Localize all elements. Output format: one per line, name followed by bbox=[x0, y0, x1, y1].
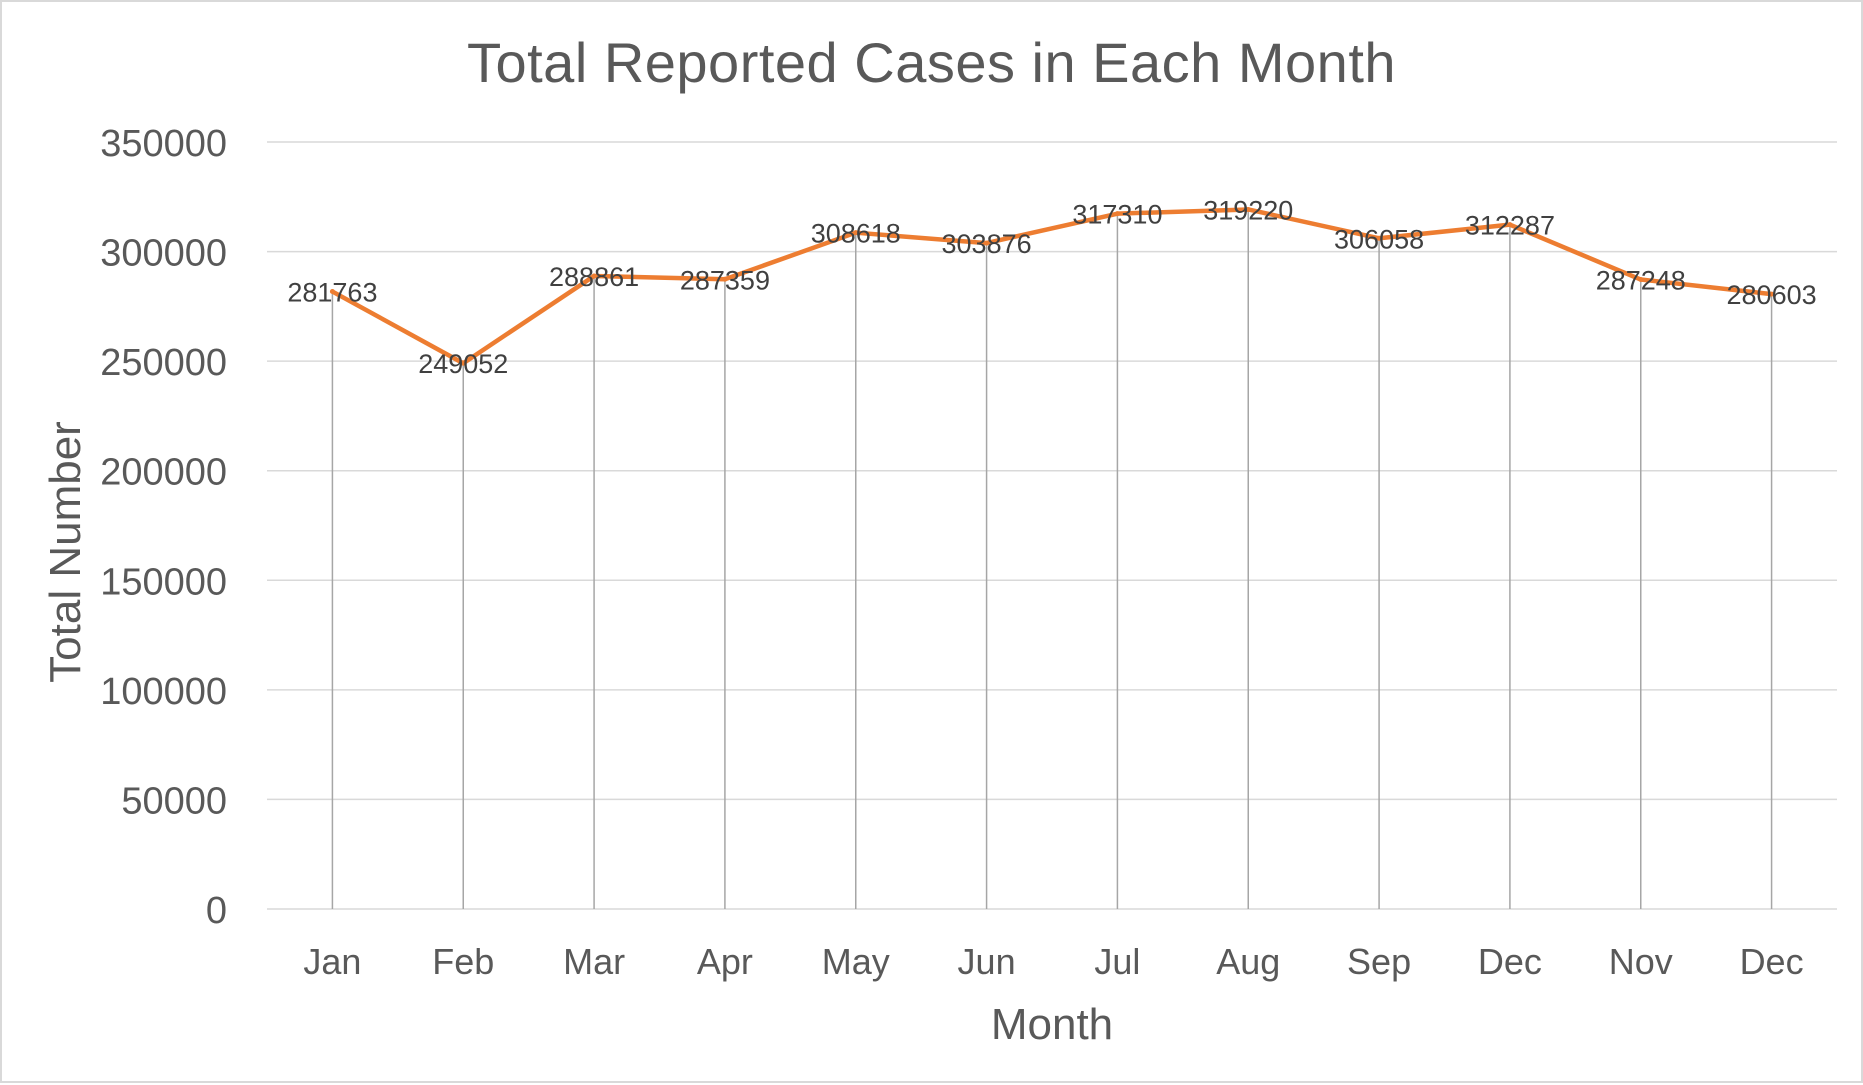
y-tick-label: 200000 bbox=[100, 452, 227, 494]
data-point bbox=[329, 289, 335, 295]
data-point bbox=[591, 273, 597, 279]
data-label: 287359 bbox=[680, 265, 770, 295]
chart-title: Total Reported Cases in Each Month bbox=[466, 31, 1397, 94]
data-label: 280603 bbox=[1727, 280, 1817, 310]
x-tick-label: Apr bbox=[697, 941, 753, 982]
x-tick-label: Dec bbox=[1740, 941, 1804, 982]
data-point bbox=[1114, 211, 1120, 217]
data-point bbox=[1376, 235, 1382, 241]
series-line bbox=[330, 207, 1774, 366]
x-tick-label: Jun bbox=[958, 941, 1016, 982]
x-tick-label: Jan bbox=[303, 941, 361, 982]
x-tick-label: Nov bbox=[1609, 941, 1673, 982]
y-tick-label: 150000 bbox=[100, 561, 227, 603]
data-point bbox=[1245, 206, 1251, 212]
data-point bbox=[1769, 291, 1775, 297]
data-label: 312287 bbox=[1465, 211, 1555, 241]
gridlines bbox=[267, 141, 1837, 910]
data-point bbox=[460, 360, 466, 366]
x-tick-label: Feb bbox=[432, 941, 494, 982]
data-label: 319220 bbox=[1203, 195, 1293, 225]
y-tick-label: 50000 bbox=[121, 780, 227, 822]
x-axis-ticks: Jan Feb Mar Apr May Jun Jul Aug Sep Dec Nov Dec bbox=[303, 941, 1803, 982]
x-tick-label: Jul bbox=[1094, 941, 1140, 982]
data-label: 317310 bbox=[1072, 200, 1162, 230]
x-tick-label: Aug bbox=[1216, 941, 1280, 982]
data-point bbox=[984, 240, 990, 246]
data-label: 281763 bbox=[287, 278, 377, 308]
data-point bbox=[853, 230, 859, 236]
data-point bbox=[722, 276, 728, 282]
data-point bbox=[1638, 277, 1644, 283]
data-label: 306058 bbox=[1334, 224, 1424, 254]
x-tick-label: Sep bbox=[1347, 941, 1411, 982]
x-axis-title: Month bbox=[990, 1000, 1114, 1049]
data-label: 249052 bbox=[418, 349, 508, 379]
y-tick-label: 0 bbox=[206, 890, 227, 932]
x-tick-label: May bbox=[822, 941, 890, 982]
y-tick-label: 350000 bbox=[100, 123, 227, 165]
data-label: 288861 bbox=[549, 262, 639, 292]
y-tick-label: 100000 bbox=[100, 671, 227, 713]
x-tick-label: Mar bbox=[563, 941, 625, 982]
data-point bbox=[1507, 222, 1513, 228]
data-label: 287248 bbox=[1596, 266, 1686, 296]
y-tick-label: 250000 bbox=[100, 342, 227, 384]
data-label: 308618 bbox=[811, 219, 901, 249]
drop-lines bbox=[331, 209, 1773, 909]
y-axis-ticks: 0 50000 100000 150000 200000 250000 300000 3500… bbox=[100, 123, 227, 932]
y-tick-label: 300000 bbox=[100, 233, 227, 275]
series-line-group bbox=[329, 206, 1775, 366]
data-label: 303876 bbox=[942, 229, 1032, 259]
x-tick-label: Dec bbox=[1478, 941, 1542, 982]
data-labels: 281763 249052 288861 287359 308618 303876 3173… bbox=[287, 195, 1816, 379]
